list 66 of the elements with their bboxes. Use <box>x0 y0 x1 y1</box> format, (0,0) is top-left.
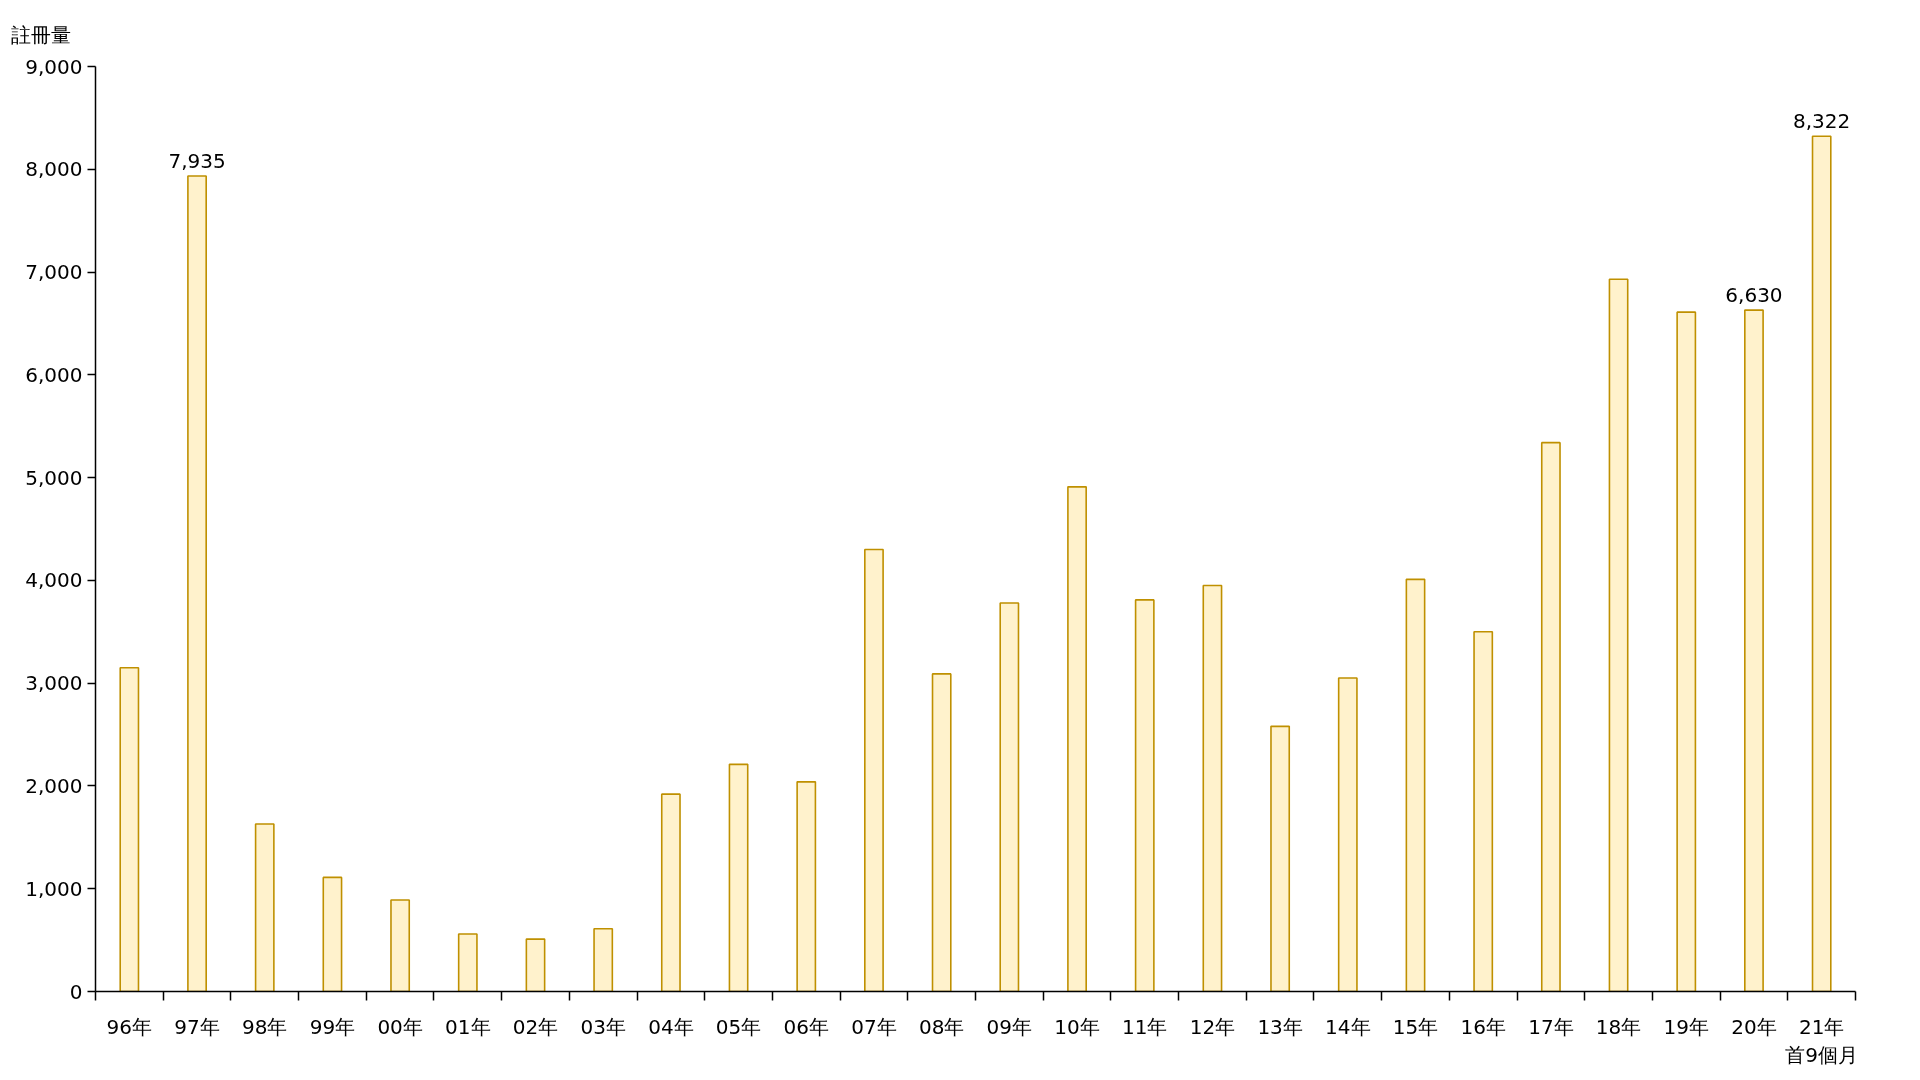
y-tick-label: 5,000 <box>25 465 83 490</box>
x-tick-label: 18年 <box>1595 1014 1642 1039</box>
data-label: 7,935 <box>168 148 226 173</box>
bar <box>796 781 817 992</box>
bar <box>1202 584 1223 992</box>
y-tick-label: 2,000 <box>25 773 83 798</box>
x-tick-label: 98年 <box>242 1014 288 1039</box>
x-tick-label: 09年 <box>986 1014 1033 1039</box>
x-tick-label: 12年 <box>1189 1014 1236 1039</box>
x-tick-label: 02年 <box>512 1014 559 1039</box>
y-tick-label: 3,000 <box>25 671 83 696</box>
bar <box>1744 309 1764 992</box>
y-tick-label: 8,000 <box>25 157 83 182</box>
x-tick-label: 11年 <box>1122 1014 1168 1039</box>
x-tick-label: 15年 <box>1392 1014 1439 1039</box>
x-tick-label: 16年 <box>1460 1014 1506 1039</box>
x-tick-label: 97年 <box>174 1014 220 1039</box>
x-tick-label: 07年 <box>851 1014 897 1039</box>
bar <box>728 763 749 992</box>
x-tick-label: 21年首9個月 <box>1785 1014 1859 1068</box>
bar <box>1067 486 1087 992</box>
bar <box>999 602 1020 992</box>
y-tick-label: 7,000 <box>25 260 83 285</box>
x-tick-label: 08年 <box>918 1014 965 1039</box>
x-tick-label: 00年 <box>377 1014 423 1039</box>
bar <box>1134 599 1155 992</box>
y-axis-title: 註冊量 <box>10 22 71 47</box>
x-tick-label: 14年 <box>1325 1014 1371 1039</box>
y-tick-label: 9,000 <box>25 54 83 79</box>
y-tick-label: 1,000 <box>25 876 83 901</box>
bar <box>390 899 411 992</box>
x-tick-label: 01年 <box>445 1014 491 1039</box>
bar <box>593 928 614 992</box>
bar <box>187 175 207 992</box>
x-tick-label: 10年 <box>1054 1014 1100 1039</box>
bar <box>1270 725 1291 992</box>
data-label: 6,630 <box>1725 283 1783 308</box>
data-label: 8,322 <box>1793 109 1851 134</box>
bar <box>322 876 343 992</box>
bar <box>660 793 681 992</box>
x-tick-label: 06年 <box>783 1014 829 1039</box>
bar <box>457 933 478 992</box>
bar <box>931 673 952 992</box>
x-tick-label: 17年 <box>1528 1014 1574 1039</box>
x-tick-label: 96年 <box>106 1014 153 1039</box>
bar <box>1405 578 1426 992</box>
bar <box>1540 441 1561 992</box>
x-tick-label: 13年 <box>1257 1014 1303 1039</box>
x-tick-label: 20年 <box>1731 1014 1777 1039</box>
x-tick-label: 04年 <box>648 1014 694 1039</box>
bar <box>1811 135 1832 992</box>
bar <box>864 548 884 992</box>
bar <box>119 666 140 992</box>
y-tick-label: 6,000 <box>25 362 83 387</box>
bar <box>1473 630 1494 992</box>
y-tick-label: 0 <box>69 979 83 1004</box>
x-tick-label: 99年 <box>309 1014 356 1039</box>
bar <box>1608 278 1629 992</box>
bar <box>525 938 546 992</box>
x-tick-label: 03年 <box>580 1014 626 1039</box>
bar <box>254 823 275 992</box>
bar <box>1337 677 1358 992</box>
y-tick-label: 4,000 <box>25 568 83 593</box>
bar <box>1676 311 1697 992</box>
x-tick-label: 19年 <box>1663 1014 1709 1039</box>
x-tick-label: 05年 <box>715 1014 762 1039</box>
